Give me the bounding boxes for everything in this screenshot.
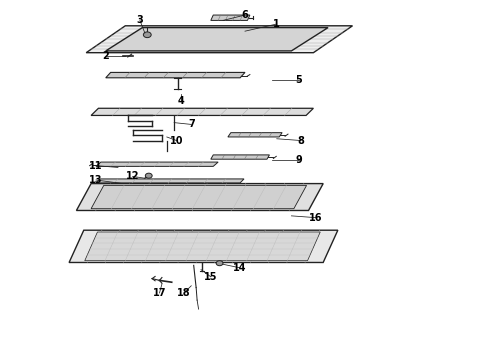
Text: 11: 11 (89, 161, 103, 171)
Text: 9: 9 (295, 155, 302, 165)
Text: 6: 6 (242, 10, 248, 20)
Text: 5: 5 (295, 75, 302, 85)
Text: 18: 18 (177, 288, 191, 298)
Text: 14: 14 (233, 263, 247, 273)
Text: 1: 1 (273, 19, 280, 29)
Circle shape (146, 173, 152, 178)
Circle shape (216, 261, 223, 266)
Text: 13: 13 (89, 175, 103, 185)
Polygon shape (86, 26, 352, 53)
Polygon shape (96, 179, 244, 183)
Text: 16: 16 (309, 213, 322, 222)
Polygon shape (76, 184, 323, 211)
Text: 12: 12 (126, 171, 139, 181)
Polygon shape (91, 108, 314, 116)
Text: 4: 4 (178, 96, 185, 106)
Polygon shape (228, 133, 282, 137)
Text: 8: 8 (298, 136, 305, 145)
Polygon shape (106, 28, 328, 51)
Circle shape (144, 32, 151, 38)
Text: 17: 17 (153, 288, 166, 298)
Text: 7: 7 (188, 120, 195, 129)
Polygon shape (96, 162, 218, 166)
Text: 2: 2 (102, 51, 109, 61)
Polygon shape (69, 230, 338, 262)
Text: 10: 10 (170, 136, 183, 145)
Polygon shape (85, 232, 320, 261)
Polygon shape (106, 72, 245, 78)
Text: 15: 15 (204, 272, 218, 282)
Polygon shape (91, 185, 307, 209)
Polygon shape (211, 155, 270, 159)
Polygon shape (211, 15, 250, 21)
Text: 3: 3 (137, 15, 143, 26)
